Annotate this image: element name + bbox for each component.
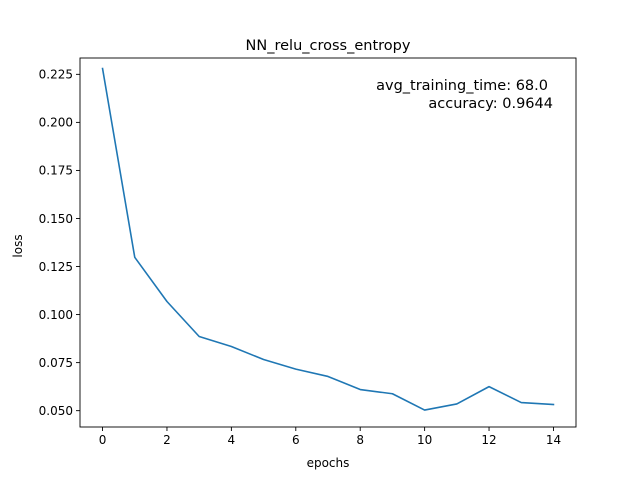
x-tick-label: 12: [481, 433, 496, 447]
plot-area: 0 2 4 6 8 10 12 14 0.050 0.075 0.100 0.125 0.150 0.17…: [39, 57, 577, 447]
x-axis-label: epochs: [307, 456, 350, 470]
x-tick-label: 2: [163, 433, 171, 447]
x-tick-label: 0: [99, 433, 107, 447]
y-tick-label: 0.175: [39, 164, 73, 178]
x-tick-label: 6: [292, 433, 300, 447]
x-tick-label: 8: [356, 433, 364, 447]
y-tick-label: 0.050: [39, 404, 73, 418]
y-tick-label: 0.075: [39, 356, 73, 370]
series-line-0: [101, 67, 555, 411]
y-axis-label: loss: [11, 234, 25, 257]
y-tick-label: 0.200: [39, 116, 73, 130]
y-tick-label: 0.150: [39, 212, 73, 226]
annotation-avg-training-time: avg_training_time: 68.0: [376, 78, 548, 94]
x-tick-label: 10: [417, 433, 432, 447]
annotation-accuracy: accuracy: 0.9644: [428, 96, 553, 112]
y-tick-label: 0.225: [39, 68, 73, 82]
y-tick-label: 0.100: [39, 308, 73, 322]
x-tick-label: 4: [228, 433, 236, 447]
plot-frame: [79, 57, 577, 428]
x-tick-label: 14: [546, 433, 561, 447]
chart-title: NN_relu_cross_entropy: [246, 38, 411, 54]
y-tick-label: 0.125: [39, 260, 73, 274]
